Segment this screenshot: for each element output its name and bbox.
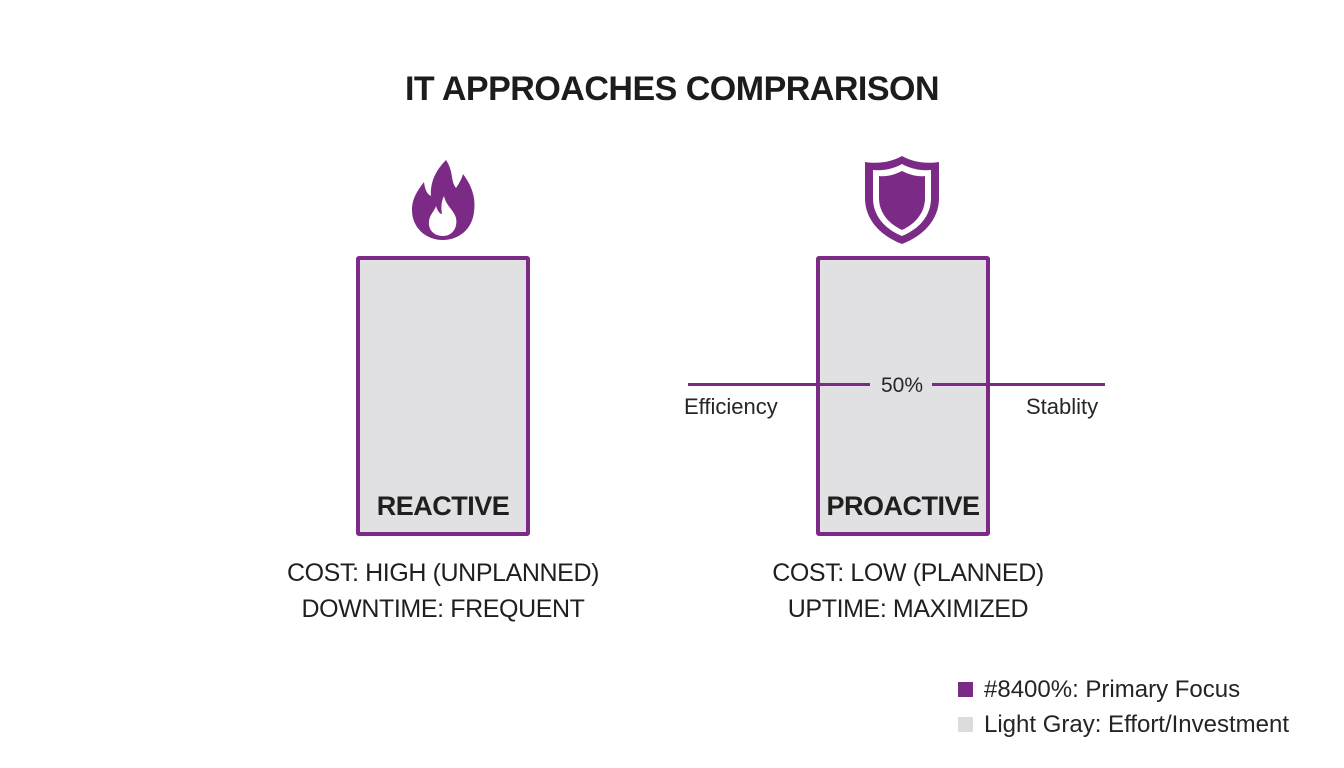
reactive-box: REACTIVE — [356, 256, 530, 536]
legend: #8400%: Primary Focus Light Gray: Effort… — [958, 672, 1289, 742]
scale-center-value: 50% — [881, 374, 924, 397]
proactive-description: COST: LOW (PLANNED) UPTIME: MAXIMIZED — [708, 555, 1108, 627]
scale-right-label: Stablity — [1026, 394, 1099, 419]
legend-item-primary: #8400%: Primary Focus — [958, 672, 1289, 707]
shield-icon — [863, 154, 941, 246]
legend-swatch-gray-icon — [958, 717, 973, 732]
diagram-title: IT APPROACHES COMPRARISON — [404, 70, 940, 108]
proactive-box: PROACTIVE — [816, 256, 990, 536]
proactive-label: PROACTIVE — [826, 491, 980, 521]
legend-label: #8400%: Primary Focus — [984, 675, 1241, 703]
proactive-uptime: UPTIME: MAXIMIZED — [787, 595, 1029, 623]
proactive-cost: COST: LOW (PLANNED) — [772, 559, 1044, 587]
scale-line-right — [932, 383, 1105, 386]
scale-line-left — [688, 383, 870, 386]
legend-label: Light Gray: Effort/Investment — [984, 710, 1290, 738]
reactive-cost: COST: HIGH (UNPLANNED) — [286, 559, 600, 587]
legend-item-gray: Light Gray: Effort/Investment — [958, 707, 1289, 742]
reactive-downtime: DOWNTIME: FREQUENT — [301, 595, 585, 623]
flame-icon — [410, 158, 476, 242]
reactive-description: COST: HIGH (UNPLANNED) DOWNTIME: FREQUEN… — [243, 555, 643, 627]
reactive-label: REACTIVE — [376, 491, 510, 521]
scale-left-label: Efficiency — [684, 394, 778, 419]
legend-swatch-purple-icon — [958, 682, 973, 697]
